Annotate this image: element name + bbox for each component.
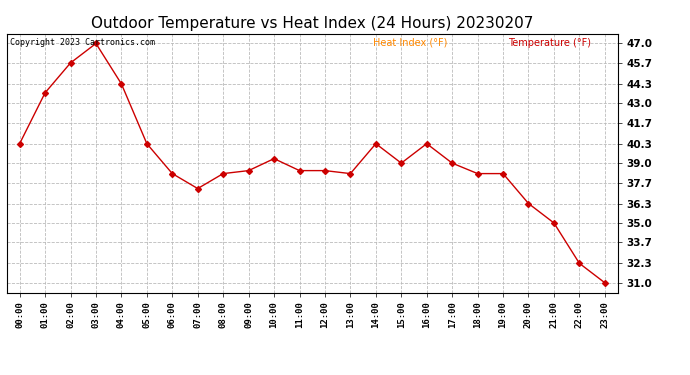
Text: Heat Index (°F): Heat Index (°F) bbox=[373, 38, 448, 48]
Title: Outdoor Temperature vs Heat Index (24 Hours) 20230207: Outdoor Temperature vs Heat Index (24 Ho… bbox=[91, 16, 533, 31]
Text: Temperature (°F): Temperature (°F) bbox=[508, 38, 591, 48]
Text: Copyright 2023 Cartronics.com: Copyright 2023 Cartronics.com bbox=[10, 38, 155, 46]
